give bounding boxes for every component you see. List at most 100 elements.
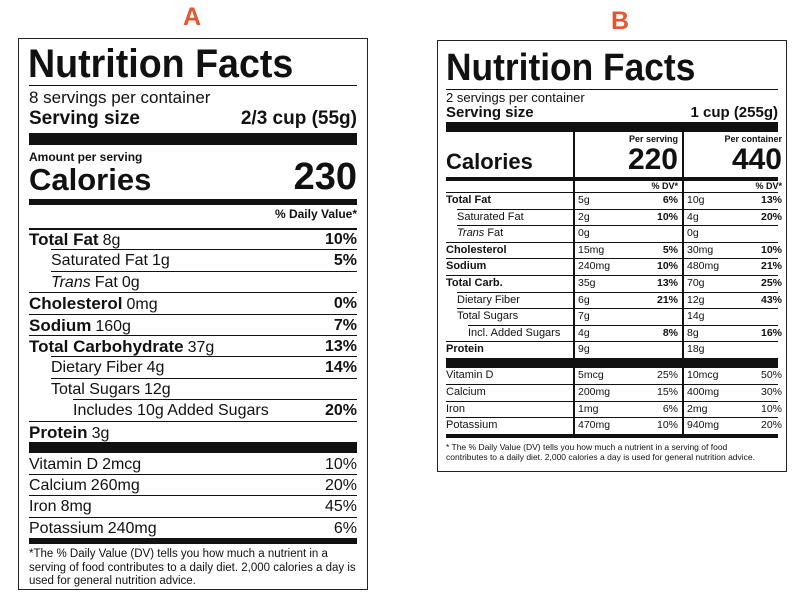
- nutrient-amount: 4g: [146, 359, 165, 377]
- nutrient-name: Sodium: [29, 315, 92, 335]
- daily-value: 45%: [324, 498, 357, 516]
- daily-value: 16%: [760, 326, 782, 339]
- daily-value: 10%: [656, 419, 678, 432]
- nutrient-amount: 37g: [187, 339, 215, 356]
- nutrient-amount: 470mg: [578, 419, 611, 432]
- daily-value: 43%: [760, 293, 782, 306]
- rule: [29, 313, 357, 315]
- nutrient-amount: 4g: [687, 210, 699, 223]
- nutrient-amount: 8g: [687, 326, 699, 339]
- nutrient-row: Dietary Fiber 4g: [51, 358, 164, 377]
- nutrition-label: Nutrition Facts 2 servings per container S…: [437, 40, 787, 472]
- label-title: Nutrition Facts: [446, 47, 696, 89]
- nutrient-name: Potassium: [446, 419, 498, 432]
- nutrient-amount: 10mcg: [687, 369, 719, 381]
- rule: [51, 356, 357, 358]
- daily-value: 5%: [662, 243, 678, 256]
- daily-value: 6%: [333, 519, 357, 537]
- daily-value: 25%: [760, 277, 782, 289]
- nutrient-amount: 2g: [578, 210, 590, 223]
- footnote: *The % Daily Value (DV) tells you how mu…: [29, 548, 356, 587]
- rule: [446, 383, 778, 385]
- daily-value: 7%: [333, 316, 357, 334]
- rule: [446, 241, 778, 243]
- daily-value: 0%: [333, 295, 357, 313]
- nutrient-row: Calcium: [446, 385, 486, 401]
- nutrient-name: Cholesterol: [446, 243, 507, 256]
- nutrient-name: Dietary Fiber: [457, 293, 520, 306]
- nutrient-name: Includes 10g Added Sugars: [73, 402, 269, 420]
- rule: [29, 538, 357, 544]
- nutrient-row: Potassium 240mg: [29, 519, 157, 538]
- daily-value: 14%: [324, 359, 357, 377]
- nutrient-amount: 5mcg: [578, 369, 604, 381]
- column-divider: [573, 132, 575, 434]
- rule: [446, 89, 778, 90]
- nutrient-name: Total Fat: [446, 194, 492, 206]
- rule: [51, 270, 357, 272]
- rule: [29, 292, 357, 294]
- serving-size-label: Serving size: [446, 104, 534, 121]
- daily-value: 21%: [656, 293, 678, 306]
- calories-value: 220: [627, 143, 678, 176]
- nutrient-row: Includes 10g Added Sugars: [73, 401, 269, 420]
- nutrient-name: Saturated Fat: [51, 252, 148, 270]
- daily-value: 10%: [324, 456, 357, 473]
- nutrient-amount: 0mg: [126, 296, 158, 314]
- nutrient-amount: 3g: [91, 424, 110, 442]
- nutrient-row: Total Carb.: [446, 276, 503, 292]
- calories-value: 230: [293, 156, 357, 198]
- daily-value: 13%: [324, 338, 357, 355]
- calories-label: Calories: [446, 149, 533, 174]
- nutrient-amount: 2mcg: [102, 456, 142, 473]
- nutrient-amount: 240mg: [578, 260, 611, 273]
- serving-size-label: Serving size: [29, 108, 140, 129]
- daily-value: 10%: [656, 210, 678, 223]
- nutrient-amount: 12g: [687, 293, 705, 306]
- nutrient-row: Total Sugars 12g: [51, 380, 171, 399]
- rule: [29, 85, 357, 86]
- nutrient-name: Cholesterol: [29, 294, 123, 314]
- nutrient-amount: 9g: [578, 343, 590, 356]
- dv-header: % DV*: [755, 181, 782, 191]
- nutrient-name: Calcium: [29, 477, 87, 495]
- rule: [446, 417, 778, 419]
- label-letter: B: [611, 7, 630, 35]
- nutrient-amount: 8g: [102, 232, 121, 249]
- rule: [457, 225, 778, 227]
- nutrient-name-italic: Trans: [51, 273, 91, 291]
- rule: [446, 434, 778, 438]
- servings: 8 servings per container: [29, 88, 211, 107]
- amount-label: Amount per serving: [29, 150, 143, 164]
- nutrient-amount: 1g: [151, 252, 170, 270]
- rule: [29, 442, 357, 453]
- nutrient-row: Calcium 260mg: [29, 476, 140, 495]
- daily-value: 10%: [760, 402, 782, 415]
- rule: [446, 258, 778, 260]
- rule: [29, 495, 357, 497]
- serving-size: 1 cup (255g): [690, 104, 778, 121]
- daily-value: 6%: [662, 194, 678, 206]
- daily-value: 20%: [760, 210, 782, 223]
- nutrient-name: Protein: [29, 422, 88, 442]
- nutrient-row: Cholesterol 0mg: [29, 294, 158, 314]
- calories-value: 440: [731, 143, 782, 176]
- daily-value: 5%: [333, 252, 357, 270]
- rule: [446, 192, 778, 193]
- nutrient-amount: 2mg: [687, 402, 708, 415]
- rule: [468, 324, 778, 326]
- daily-value: 30%: [760, 385, 782, 398]
- nutrient-amount: 940mg: [687, 419, 720, 432]
- daily-value: 13%: [760, 194, 782, 206]
- nutrient-row: Cholesterol: [446, 243, 507, 259]
- nutrient-amount: 0g: [121, 273, 140, 291]
- daily-value: 15%: [656, 385, 678, 398]
- nutrient-amount: 12g: [143, 380, 171, 398]
- nutrient-name: Iron: [446, 402, 465, 415]
- nutrient-name: Potassium: [29, 519, 104, 537]
- nutrient-name: Sodium: [446, 260, 487, 273]
- nutrient-name: Calcium: [446, 385, 486, 398]
- rule: [29, 199, 357, 205]
- nutrient-amount: 240mg: [107, 519, 157, 537]
